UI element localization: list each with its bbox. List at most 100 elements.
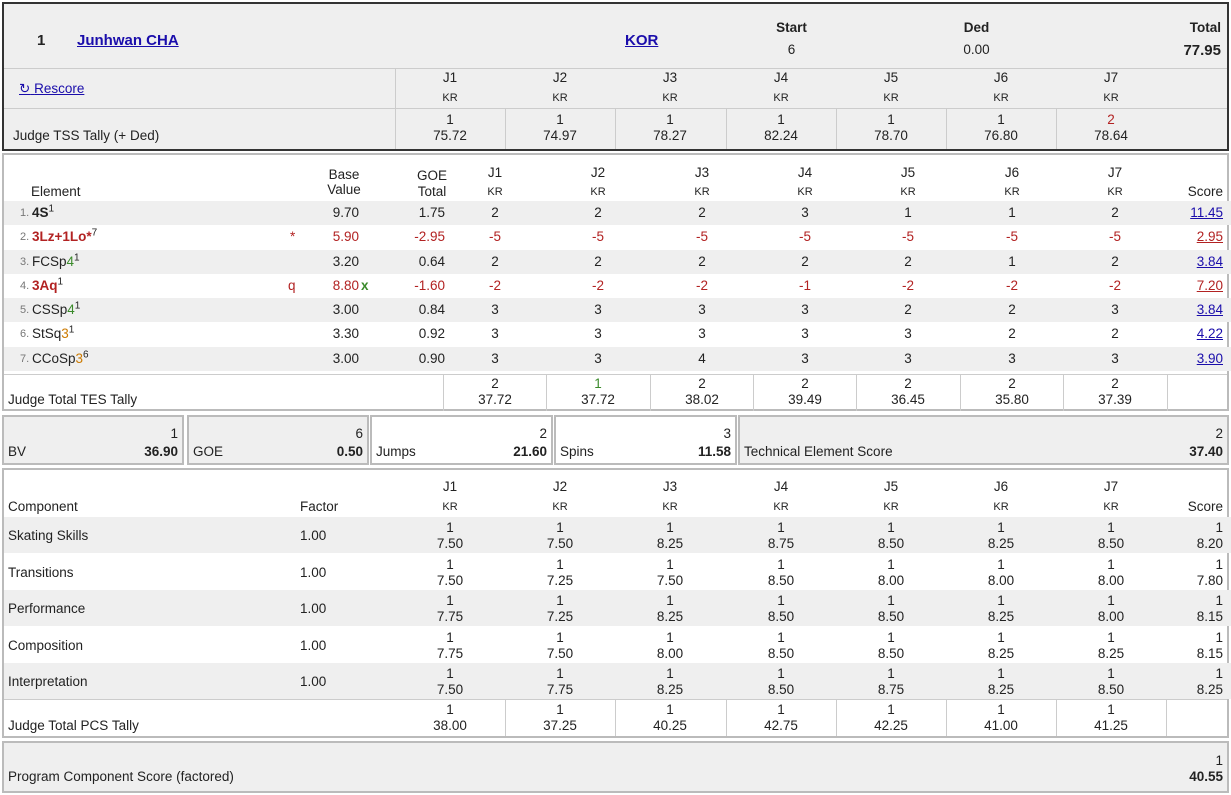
row-stripe bbox=[4, 663, 1231, 699]
bonus-marker: x bbox=[361, 278, 369, 293]
component-name: Transitions bbox=[8, 565, 74, 580]
element-note: q bbox=[288, 278, 296, 293]
component-mark-rank: 1 bbox=[1107, 593, 1115, 608]
element-score-link[interactable]: 4.22 bbox=[1196, 326, 1223, 341]
tes-rank-5: 2 bbox=[904, 376, 912, 391]
component-judge-country-6: KR bbox=[993, 501, 1009, 513]
component-mark: 8.25 bbox=[656, 536, 684, 551]
element-code-part: 4 bbox=[67, 302, 75, 317]
goe-mark: -2 bbox=[488, 278, 501, 293]
pcs-value-1: 38.00 bbox=[433, 718, 467, 733]
element-code-part: 3 bbox=[75, 351, 84, 366]
goe-mark: 3 bbox=[904, 326, 912, 341]
rank: 1 bbox=[37, 32, 46, 49]
base-value: 3.00 bbox=[332, 351, 359, 366]
element-code-part: 4S bbox=[32, 205, 49, 220]
element-reference: 1 bbox=[74, 300, 81, 312]
tes-value-5: 36.45 bbox=[891, 392, 925, 407]
component-score: 8.25 bbox=[1196, 682, 1223, 697]
tss-value-1: 75.72 bbox=[433, 128, 467, 143]
component-mark-rank: 1 bbox=[997, 557, 1005, 572]
element-reference: 6 bbox=[83, 349, 89, 361]
component-mark-rank: 1 bbox=[666, 593, 674, 608]
row-stripe bbox=[4, 517, 1231, 553]
element-judge-country-6: KR bbox=[1004, 186, 1020, 198]
tes-value-2: 37.72 bbox=[581, 392, 615, 407]
goe-mark: 2 bbox=[698, 254, 706, 269]
pcs-total-value: 40.55 bbox=[1189, 769, 1223, 784]
element-code-part: 4 bbox=[66, 254, 75, 269]
element-score-link[interactable]: 11.45 bbox=[1190, 205, 1223, 220]
goe-mark: 3 bbox=[1111, 302, 1119, 317]
component-mark: 8.50 bbox=[1097, 536, 1125, 551]
element-judge-label-2: J2 bbox=[590, 165, 606, 180]
component-judge-label-1: J1 bbox=[442, 479, 458, 494]
judge-country-7: KR bbox=[1103, 92, 1119, 104]
judge-country-1: KR bbox=[442, 92, 458, 104]
element-score-link[interactable]: 3.84 bbox=[1196, 254, 1223, 269]
tss-divider bbox=[615, 108, 616, 149]
component-mark: 8.50 bbox=[877, 536, 905, 551]
row-stripe bbox=[4, 590, 1231, 626]
goe-mark: -2 bbox=[1005, 278, 1018, 293]
row-stripe bbox=[4, 201, 1231, 226]
tss-value-6: 76.80 bbox=[984, 128, 1018, 143]
tss-divider bbox=[946, 108, 947, 149]
component-score-rank: 1 bbox=[1215, 630, 1223, 645]
component-mark: 8.50 bbox=[767, 682, 795, 697]
component-judge-country-3: KR bbox=[662, 501, 678, 513]
goe-mark: 2 bbox=[801, 254, 809, 269]
component-mark-rank: 1 bbox=[887, 557, 895, 572]
element-score-link[interactable]: 7.20 bbox=[1196, 278, 1223, 293]
element-judge-label-1: J1 bbox=[487, 165, 503, 180]
tes-rank-3: 2 bbox=[698, 376, 706, 391]
skater-name-link[interactable]: Junhwan CHA bbox=[77, 32, 179, 49]
component-mark: 7.50 bbox=[436, 573, 464, 588]
element-code: CSSp41 bbox=[32, 300, 81, 317]
element-code: 4S1 bbox=[32, 204, 54, 220]
base-value: 5.90 bbox=[332, 229, 359, 244]
element-note: * bbox=[290, 229, 296, 244]
component-mark: 8.25 bbox=[987, 536, 1015, 551]
tss-value-7: 78.64 bbox=[1094, 128, 1128, 143]
tss-value-4: 82.24 bbox=[764, 128, 798, 143]
nation-link[interactable]: KOR bbox=[625, 32, 659, 49]
pcs-value-6: 41.00 bbox=[984, 718, 1018, 733]
component-mark-rank: 1 bbox=[556, 593, 564, 608]
element-score-link[interactable]: 3.84 bbox=[1196, 302, 1223, 317]
element-reference: 1 bbox=[74, 252, 80, 264]
element-number: 1. bbox=[20, 207, 30, 219]
component-mark-rank: 1 bbox=[887, 593, 895, 608]
element-reference: 7 bbox=[91, 227, 98, 239]
component-mark: 7.50 bbox=[546, 536, 574, 551]
component-mark-rank: 1 bbox=[666, 666, 674, 681]
component-mark: 8.50 bbox=[1097, 682, 1125, 697]
component-mark-rank: 1 bbox=[666, 557, 674, 572]
tes-divider bbox=[1063, 374, 1064, 411]
factor-header: Factor bbox=[300, 499, 339, 514]
element-score-link[interactable]: 3.90 bbox=[1196, 351, 1223, 366]
pcs-tally-label: Judge Total PCS Tally bbox=[8, 718, 139, 733]
row-stripe bbox=[4, 250, 1231, 275]
component-name: Composition bbox=[8, 638, 84, 653]
element-score-link[interactable]: 2.95 bbox=[1196, 229, 1223, 244]
goe-mark: 2 bbox=[904, 302, 912, 317]
goe-mark: 2 bbox=[594, 205, 602, 220]
goe-mark: 3 bbox=[594, 326, 602, 341]
goe-mark: 3 bbox=[698, 302, 706, 317]
total-value: 77.95 bbox=[1183, 42, 1221, 59]
pcs-rank-6: 1 bbox=[997, 702, 1005, 717]
goe-total: 0.92 bbox=[418, 326, 445, 341]
element-number: 3. bbox=[20, 256, 30, 268]
component-score: 8.15 bbox=[1196, 609, 1223, 624]
element-judge-country-5: KR bbox=[900, 186, 916, 198]
rescore-button[interactable]: ↻ Rescore bbox=[19, 81, 85, 96]
tss-rank-2: 1 bbox=[556, 112, 564, 127]
goe-mark: -5 bbox=[1005, 229, 1018, 244]
pcs-divider bbox=[726, 699, 727, 736]
pcs-divider bbox=[615, 699, 616, 736]
element-code-part: 3Aq bbox=[32, 278, 58, 293]
component-mark-rank: 1 bbox=[666, 630, 674, 645]
tss-rank-4: 1 bbox=[777, 112, 785, 127]
component-mark: 8.75 bbox=[877, 682, 905, 697]
